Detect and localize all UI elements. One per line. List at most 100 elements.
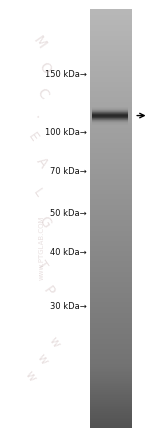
Bar [90, 278, 132, 279]
Bar [90, 111, 132, 113]
Bar [90, 281, 132, 282]
Bar [90, 64, 132, 65]
Bar [90, 354, 132, 355]
Bar [90, 88, 132, 90]
Bar [90, 160, 132, 162]
Bar [90, 72, 132, 74]
Bar [90, 37, 132, 39]
Bar [92, 120, 128, 121]
Bar [90, 344, 132, 345]
Bar [90, 388, 132, 389]
Bar [90, 226, 132, 227]
Bar [90, 351, 132, 352]
Bar [92, 112, 128, 113]
Bar [92, 107, 128, 108]
Bar [90, 288, 132, 289]
Bar [90, 298, 132, 300]
Bar [90, 204, 132, 205]
Bar [90, 128, 132, 130]
Text: 30 kDa→: 30 kDa→ [50, 301, 87, 311]
Bar [90, 343, 132, 345]
Bar [90, 248, 132, 249]
Bar [90, 207, 132, 208]
Bar [90, 51, 132, 52]
Bar [90, 189, 132, 190]
Bar [90, 351, 132, 353]
Bar [90, 137, 132, 138]
Bar [90, 223, 132, 224]
Bar [92, 118, 128, 119]
Bar [92, 112, 128, 113]
Bar [90, 303, 132, 305]
Bar [90, 396, 132, 398]
Bar [90, 194, 132, 196]
Bar [92, 114, 128, 115]
Bar [90, 366, 132, 368]
Bar [90, 144, 132, 146]
Bar [90, 257, 132, 259]
Bar [90, 43, 132, 45]
Bar [90, 137, 132, 139]
Bar [92, 119, 128, 120]
Bar [90, 218, 132, 220]
Bar [90, 301, 132, 303]
Bar [90, 9, 132, 11]
Bar [90, 104, 132, 105]
Bar [90, 398, 132, 400]
Bar [92, 117, 128, 118]
Bar [90, 164, 132, 165]
Bar [90, 276, 132, 277]
Text: .: . [32, 110, 46, 122]
Bar [90, 68, 132, 70]
Bar [90, 269, 132, 270]
Bar [90, 42, 132, 44]
Bar [90, 389, 132, 391]
Bar [90, 210, 132, 211]
Bar [90, 255, 132, 256]
Bar [90, 177, 132, 179]
Bar [90, 311, 132, 312]
Bar [90, 262, 132, 264]
Bar [90, 192, 132, 193]
Bar [90, 286, 132, 288]
Bar [90, 46, 132, 48]
Bar [90, 335, 132, 336]
Bar [92, 119, 128, 120]
Bar [90, 202, 132, 204]
Bar [90, 125, 132, 126]
Bar [90, 302, 132, 303]
Bar [90, 321, 132, 323]
Bar [90, 369, 132, 371]
Bar [90, 219, 132, 221]
Bar [90, 165, 132, 166]
Bar [92, 115, 128, 116]
Bar [90, 199, 132, 201]
Bar [90, 345, 132, 347]
Bar [90, 319, 132, 321]
Bar [90, 342, 132, 344]
Bar [90, 425, 132, 426]
Bar [90, 48, 132, 50]
Bar [90, 295, 132, 296]
Text: w: w [46, 334, 62, 351]
Bar [90, 93, 132, 95]
Bar [90, 400, 132, 401]
Bar [90, 170, 132, 172]
Bar [90, 163, 132, 164]
Bar [90, 382, 132, 383]
Bar [90, 206, 132, 207]
Bar [90, 241, 132, 243]
Bar [90, 353, 132, 354]
Bar [90, 205, 132, 206]
Bar [90, 402, 132, 403]
Bar [90, 152, 132, 154]
Bar [90, 126, 132, 128]
Bar [90, 97, 132, 98]
Bar [90, 148, 132, 149]
Bar [90, 38, 132, 39]
Bar [90, 391, 132, 393]
Bar [90, 186, 132, 187]
Bar [90, 374, 132, 376]
Bar [90, 54, 132, 55]
Bar [90, 129, 132, 131]
